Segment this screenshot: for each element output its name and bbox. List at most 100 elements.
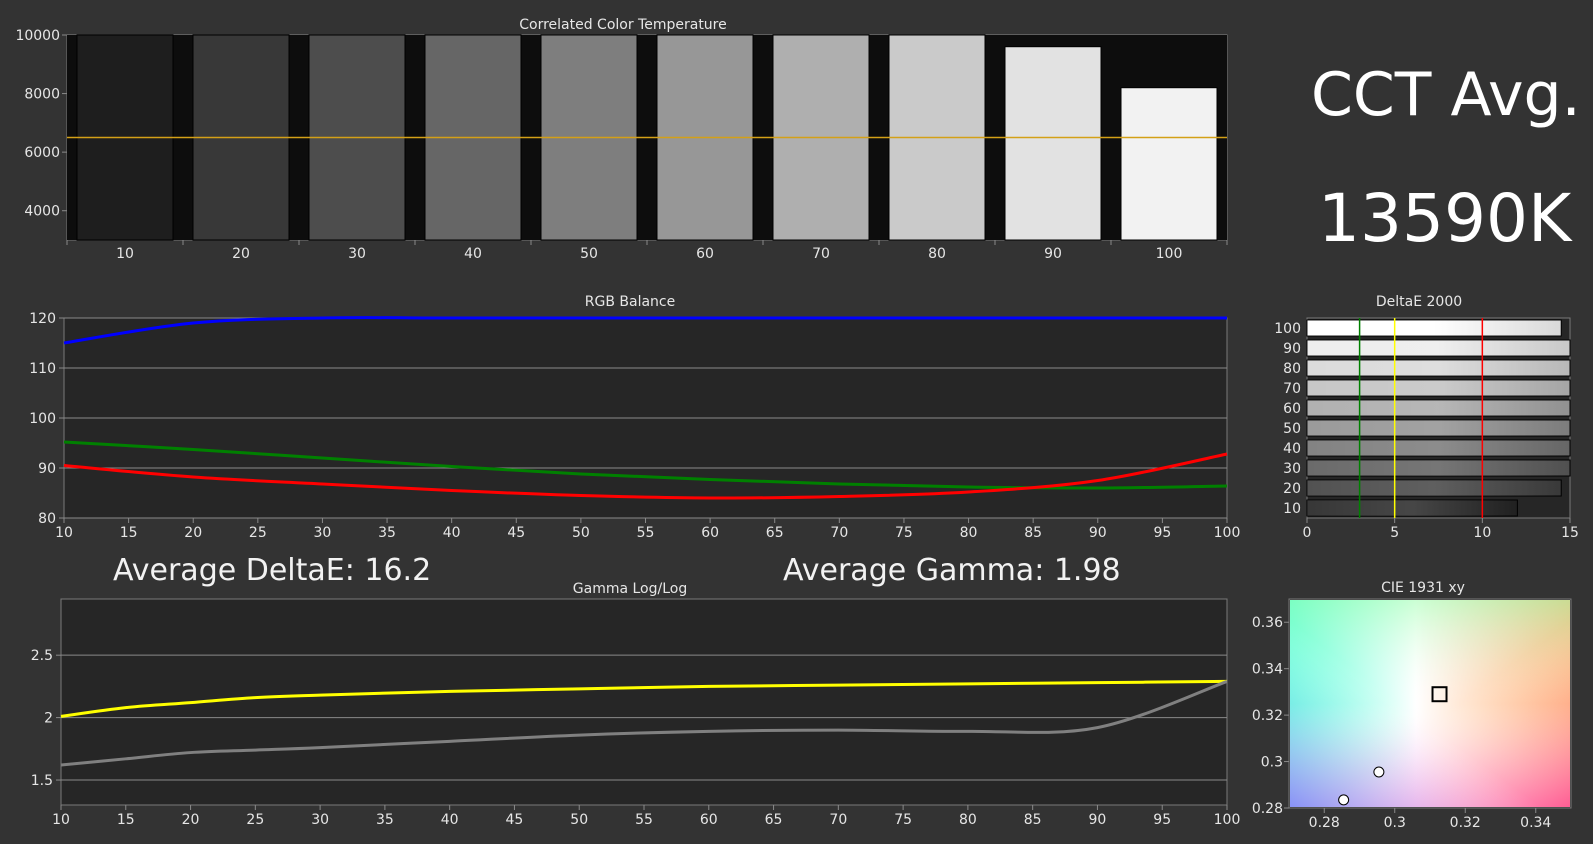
deltae-y-tick-label: 10 [1283, 501, 1301, 517]
cct-y-tick-label: 6000 [24, 145, 60, 161]
cie-y-tick-label: 0.28 [1252, 801, 1283, 817]
deltae-chart: DeltaE 2000 100 90 80 70 60 50 40 30 20 10 0 5 10 15 [1274, 294, 1579, 541]
cie-measured-point [1338, 794, 1350, 806]
gamma-x-tick-label: 65 [765, 812, 783, 828]
average-deltae-stat: Average DeltaE: 16.2 [113, 553, 432, 588]
cct-chart: Correlated Color Temperature 4000 6000 800… [15, 17, 1228, 262]
rgb-chart-title: RGB Balance [585, 294, 675, 310]
cct-x-axis: 10 20 30 40 50 60 70 80 90 100 [66, 240, 1228, 262]
deltae-bar-shade [1307, 460, 1570, 476]
rgb-x-tick-label: 35 [378, 525, 396, 541]
deltae-y-tick-label: 90 [1283, 341, 1301, 357]
cct-y-tick-label: 8000 [24, 87, 60, 103]
cie-chart: CIE 1931 xy 0.280.30.320.340.36 0.28 0.3 0… [1252, 580, 1572, 831]
gamma-x-tick-label: 30 [311, 812, 329, 828]
cie-points [1338, 686, 1448, 806]
rgb-y-axis: 80 90 100 110 120 [29, 311, 64, 527]
rgb-lines [63, 316, 1228, 500]
cie-gradient-blue [1290, 600, 1570, 807]
gamma-grid [61, 654, 1227, 781]
deltae-thresholds [1358, 318, 1484, 518]
gamma-x-tick-label: 60 [700, 812, 718, 828]
cct-x-tick-label: 60 [696, 246, 714, 262]
deltae-bar-shade [1307, 480, 1562, 496]
cie-x-tick-label: 0.34 [1520, 815, 1551, 831]
gamma-chart: Gamma Log/Log 1.5 2 2.5 10 15 20 25 30 35 40 45 50… [31, 581, 1241, 828]
rgb-x-tick-label: 55 [637, 525, 655, 541]
cct-avg-value: 13590K [1318, 180, 1572, 257]
deltae-x-axis: 0 5 10 15 [1303, 518, 1579, 541]
cct-avg-label: CCT Avg. [1311, 60, 1581, 130]
deltae-bar-shade [1307, 440, 1570, 456]
gamma-x-tick-label: 100 [1214, 812, 1241, 828]
rgb-x-tick-label: 80 [960, 525, 978, 541]
gamma-y-tick-label: 2 [44, 711, 53, 727]
gamma-x-tick-label: 10 [52, 812, 70, 828]
rgb-series-line [63, 452, 1228, 500]
cie-y-tick-label: 0.32 [1252, 708, 1283, 724]
rgb-x-tick-label: 30 [314, 525, 332, 541]
gamma-x-tick-label: 35 [376, 812, 394, 828]
rgb-x-tick-label: 45 [507, 525, 525, 541]
cct-x-tick-label: 70 [812, 246, 830, 262]
rgb-x-tick-label: 100 [1214, 525, 1241, 541]
cie-y-tick-label: 0.36 [1252, 615, 1283, 631]
gamma-plot-area [60, 598, 1228, 806]
rgb-x-tick-label: 10 [55, 525, 73, 541]
deltae-x-tick-label: 5 [1390, 525, 1399, 541]
rgb-x-tick-label: 70 [830, 525, 848, 541]
cie-measured-point [1373, 766, 1385, 778]
cie-y-axis: 0.28 0.3 0.32 0.34 0.36 [1252, 615, 1289, 817]
gamma-series-line [60, 679, 1228, 767]
rgb-balance-chart: RGB Balance 80 90 100 110 120 10 15 20 25 30 35 40… [29, 294, 1240, 541]
gamma-x-tick-label: 40 [441, 812, 459, 828]
deltae-bar-shade [1307, 380, 1570, 396]
average-gamma-stat: Average Gamma: 1.98 [783, 553, 1121, 588]
deltae-bars [1306, 319, 1571, 517]
deltae-x-tick-label: 0 [1303, 525, 1312, 541]
cct-y-tick-label: 10000 [15, 28, 60, 44]
rgb-y-tick-label: 100 [29, 411, 56, 427]
gamma-lines [60, 679, 1228, 767]
rgb-x-tick-label: 85 [1024, 525, 1042, 541]
gamma-chart-title: Gamma Log/Log [573, 581, 687, 597]
gamma-x-tick-label: 55 [635, 812, 653, 828]
deltae-chart-title: DeltaE 2000 [1376, 294, 1462, 310]
cct-x-tick-label: 50 [580, 246, 598, 262]
gamma-x-tick-label: 90 [1089, 812, 1107, 828]
cct-x-tick-label: 80 [928, 246, 946, 262]
cie-y-tick-label: 0.34 [1252, 662, 1283, 678]
gamma-x-tick-label: 15 [117, 812, 135, 828]
rgb-x-tick-label: 20 [184, 525, 202, 541]
deltae-y-tick-label: 60 [1283, 401, 1301, 417]
gamma-y-tick-label: 2.5 [31, 648, 53, 664]
rgb-y-tick-label: 110 [29, 361, 56, 377]
deltae-bar-shade [1307, 500, 1518, 516]
gamma-y-axis: 1.5 2 2.5 [31, 648, 61, 789]
rgb-y-tick-label: 90 [38, 461, 56, 477]
cct-chart-title: Correlated Color Temperature [519, 17, 727, 33]
rgb-x-tick-label: 15 [120, 525, 138, 541]
gamma-x-tick-label: 25 [246, 812, 264, 828]
gamma-x-tick-label: 50 [570, 812, 588, 828]
rgb-x-tick-label: 65 [766, 525, 784, 541]
cct-bar [1004, 46, 1102, 241]
cie-x-axis: 0.28 0.3 0.32 0.34 [1309, 808, 1551, 831]
cct-x-tick-label: 30 [348, 246, 366, 262]
deltae-bar-shade [1307, 400, 1570, 416]
gamma-x-tick-label: 45 [506, 812, 524, 828]
gamma-x-tick-label: 20 [182, 812, 200, 828]
rgb-x-tick-label: 95 [1153, 525, 1171, 541]
cct-y-axis: 4000 6000 8000 10000 [15, 28, 67, 220]
cie-chart-title: CIE 1931 xy [1381, 580, 1465, 596]
cie-target-marker [1431, 686, 1448, 703]
rgb-x-tick-label: 75 [895, 525, 913, 541]
gamma-y-tick-label: 1.5 [31, 773, 53, 789]
rgb-x-tick-label: 25 [249, 525, 267, 541]
deltae-y-tick-label: 30 [1283, 461, 1301, 477]
rgb-x-tick-label: 90 [1089, 525, 1107, 541]
cct-x-tick-label: 100 [1156, 246, 1183, 262]
deltae-x-tick-label: 15 [1561, 525, 1579, 541]
deltae-y-tick-label: 20 [1283, 481, 1301, 497]
